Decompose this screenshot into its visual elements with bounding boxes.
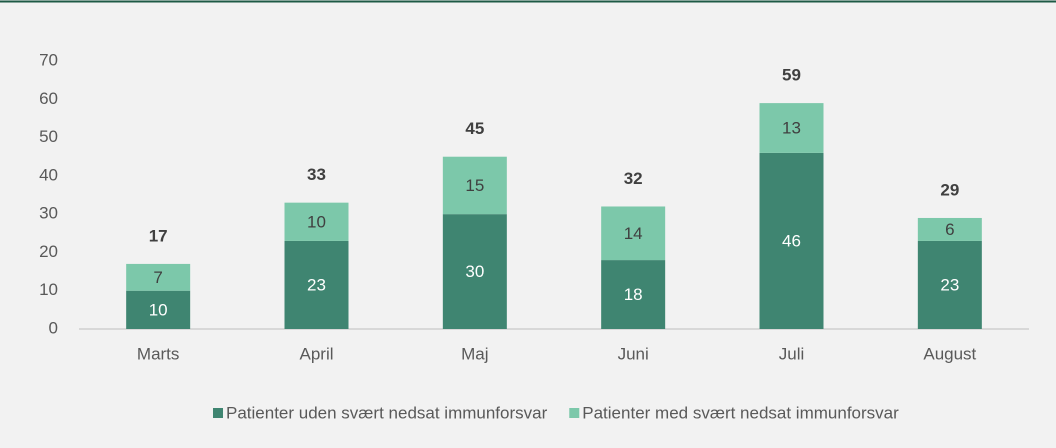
total-label: 45 <box>465 119 484 138</box>
data-label: 13 <box>782 118 801 137</box>
bar-segment <box>442 214 507 329</box>
legend-swatch <box>213 408 223 418</box>
data-label: 10 <box>307 212 326 231</box>
total-label: 17 <box>149 226 168 245</box>
x-tick-label: Juni <box>618 344 649 363</box>
bar-segment <box>284 240 349 329</box>
bar-segment <box>601 260 666 329</box>
data-label: 6 <box>945 220 954 239</box>
data-label: 30 <box>465 262 484 281</box>
legend-label: Patienter uden svært nedsat immunforsvar <box>226 403 548 422</box>
y-tick-label: 50 <box>39 127 58 146</box>
x-tick-label: August <box>923 344 976 363</box>
bar-segment <box>759 152 824 329</box>
data-label: 46 <box>782 231 801 250</box>
y-tick-label: 10 <box>39 280 58 299</box>
x-tick-label: Juli <box>779 344 805 363</box>
x-tick-label: April <box>299 344 333 363</box>
data-label: 18 <box>624 285 643 304</box>
bar-segment <box>442 156 507 215</box>
data-label: 23 <box>307 275 326 294</box>
total-label: 33 <box>307 165 326 184</box>
y-tick-label: 60 <box>39 89 58 108</box>
bar-segment <box>917 240 982 329</box>
data-label: 10 <box>149 300 168 319</box>
bar-segment <box>126 290 191 329</box>
bar-segment <box>284 202 349 241</box>
y-tick-label: 0 <box>49 318 58 337</box>
total-label: 29 <box>940 180 959 199</box>
x-tick-label: Maj <box>461 344 488 363</box>
y-tick-label: 30 <box>39 204 58 223</box>
bar-segment <box>917 217 982 241</box>
bar-segment <box>759 103 824 153</box>
y-tick-label: 70 <box>39 50 58 69</box>
y-tick-label: 20 <box>39 242 58 261</box>
x-tick-label: Marts <box>137 344 180 363</box>
total-label: 32 <box>624 169 643 188</box>
data-label: 7 <box>153 268 162 287</box>
legend-label: Patienter med svært nedsat immunforsvar <box>582 403 899 422</box>
total-label: 59 <box>782 66 801 85</box>
data-label: 15 <box>465 176 484 195</box>
bar-segment <box>126 263 191 291</box>
y-tick-label: 40 <box>39 165 58 184</box>
legend-swatch <box>569 408 580 418</box>
data-label: 23 <box>940 275 959 294</box>
data-label: 14 <box>624 224 643 243</box>
bar-segment <box>601 206 666 261</box>
